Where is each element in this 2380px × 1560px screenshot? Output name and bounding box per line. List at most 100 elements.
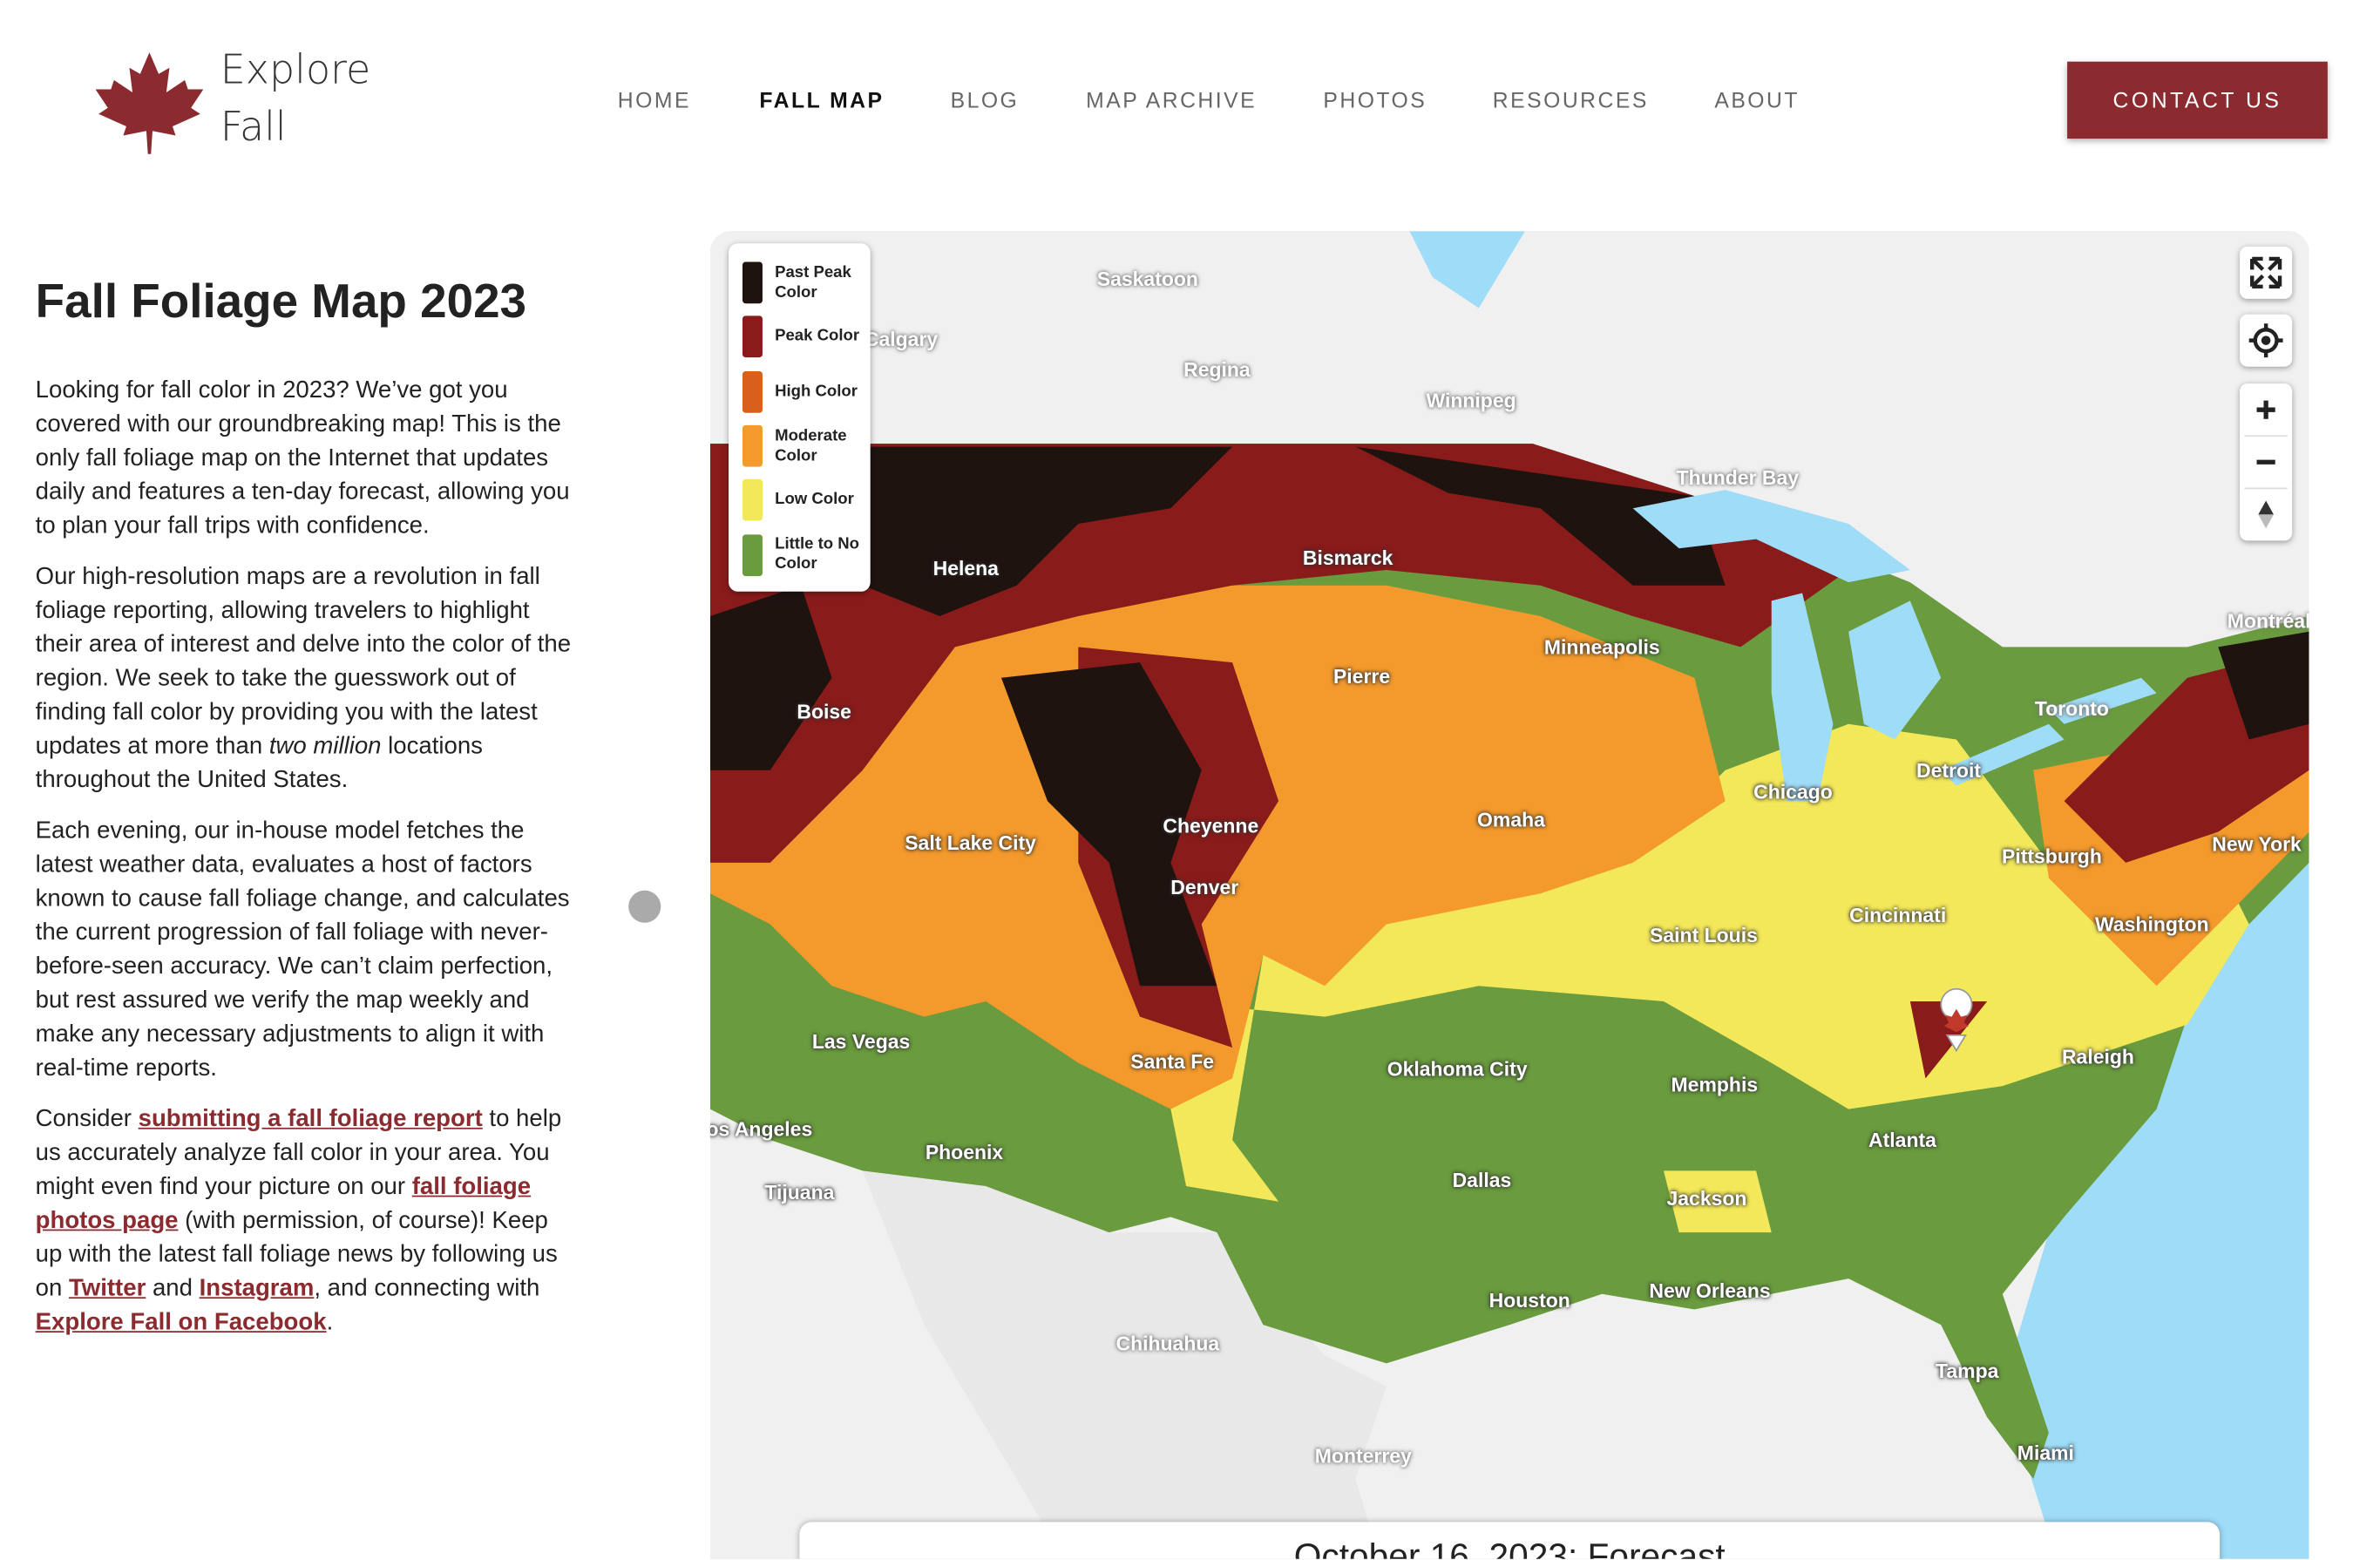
city-label: New York bbox=[2212, 832, 2302, 856]
slider-handle[interactable] bbox=[628, 890, 661, 923]
logo-text[interactable]: Explore Fall bbox=[220, 47, 371, 152]
city-label: Phoenix bbox=[925, 1140, 1004, 1164]
map-base bbox=[709, 231, 2309, 1559]
legend-label: Little to No Color bbox=[775, 534, 860, 573]
city-label: Tampa bbox=[1936, 1359, 1999, 1383]
legend-label: Past Peak Color bbox=[775, 262, 851, 302]
legend-swatch bbox=[742, 533, 763, 576]
legend-label: Low Color bbox=[775, 490, 854, 509]
city-label: Toronto bbox=[2034, 696, 2109, 721]
city-label: Winnipeg bbox=[1426, 389, 1516, 412]
city-label: Oklahoma City bbox=[1387, 1057, 1528, 1081]
location-pin[interactable] bbox=[1940, 987, 1973, 1053]
city-label: Cheyenne bbox=[1163, 814, 1259, 838]
compass-north[interactable] bbox=[2258, 500, 2274, 515]
mexico bbox=[862, 1170, 1387, 1559]
legend-label: Moderate Color bbox=[775, 425, 847, 465]
city-label: Raleigh bbox=[2061, 1045, 2134, 1068]
link[interactable]: submitting a fall foliage report bbox=[138, 1106, 483, 1133]
city-label: Houston bbox=[1488, 1288, 1570, 1312]
paragraph: Consider submitting a fall foliage repor… bbox=[36, 1103, 575, 1340]
fullscreen-button[interactable] bbox=[2240, 246, 2293, 299]
contact-button[interactable]: CONTACT US bbox=[2067, 61, 2328, 139]
city-label: Salt Lake City bbox=[905, 831, 1036, 855]
locate-button[interactable] bbox=[2240, 314, 2293, 367]
locate-icon bbox=[2248, 323, 2283, 358]
city-label: Tijuana bbox=[764, 1180, 835, 1204]
city-label: Helena bbox=[932, 556, 999, 580]
city-label: Santa Fe bbox=[1130, 1049, 1215, 1074]
compass-south bbox=[2258, 514, 2274, 529]
city-label: Monterrey bbox=[1314, 1444, 1412, 1468]
zoom-icons bbox=[2244, 400, 2288, 529]
legend-label: High Color bbox=[775, 381, 858, 401]
fullscreen-icon bbox=[2250, 256, 2282, 288]
city-label: Chihuahua bbox=[1115, 1332, 1220, 1355]
paragraph: Our high-resolution maps are a revolutio… bbox=[36, 560, 575, 797]
city-label: Cincinnati bbox=[1849, 903, 1947, 927]
legend-swatch bbox=[742, 479, 763, 522]
legend-swatch bbox=[742, 370, 763, 413]
article-title: Fall Foliage Map 2023 bbox=[35, 274, 527, 329]
city-label: Denver bbox=[1170, 875, 1239, 899]
city-label: Dallas bbox=[1452, 1168, 1512, 1192]
nav-link[interactable]: BLOG bbox=[950, 87, 1020, 113]
emphasis: two million bbox=[268, 733, 382, 760]
logo-leaf[interactable] bbox=[92, 50, 207, 158]
foliage-map[interactable]: Saskatoon Calgary Regina Winnipeg Thunde… bbox=[709, 231, 2309, 1559]
city-label: Pittsburgh bbox=[2001, 844, 2102, 869]
legend-swatch bbox=[742, 261, 763, 304]
nav-link[interactable]: FALL MAP bbox=[759, 87, 885, 113]
zoom-controls bbox=[2240, 383, 2293, 541]
text: and bbox=[146, 1275, 200, 1302]
forecast-card: October 16, 2023: Forecast bbox=[799, 1522, 2221, 1559]
city-label: Memphis bbox=[1671, 1073, 1759, 1096]
city-label: Atlanta bbox=[1868, 1128, 1936, 1152]
city-label: Chicago bbox=[1753, 780, 1833, 804]
city-label: Washington bbox=[2095, 912, 2209, 936]
forecast-title: October 16, 2023: Forecast bbox=[1293, 1536, 1726, 1559]
text: locations throughout the United States. bbox=[35, 733, 483, 794]
legend-swatch bbox=[742, 424, 763, 467]
legend-item: Past Peak Color bbox=[729, 255, 871, 309]
pin-leaf bbox=[1943, 1008, 1969, 1033]
link[interactable]: fall foliage photos page bbox=[35, 1173, 532, 1234]
us-past-peak bbox=[709, 446, 2309, 987]
city-label: Regina bbox=[1183, 357, 1251, 382]
great-lakes bbox=[1632, 490, 2157, 802]
city-label: Montréal bbox=[2227, 609, 2309, 633]
city-label: Las Vegas bbox=[811, 1029, 911, 1054]
article-body: Looking for fall color in 2023? We’ve go… bbox=[36, 375, 575, 1358]
link[interactable]: Instagram bbox=[199, 1275, 315, 1302]
city-label: Calgary bbox=[864, 327, 939, 351]
text: , and connecting with bbox=[314, 1275, 540, 1302]
city-label: Detroit bbox=[1916, 758, 1982, 783]
text: Looking for fall color in 2023? We’ve go… bbox=[35, 377, 570, 539]
zoom-in[interactable] bbox=[2256, 400, 2275, 419]
nav-link[interactable]: RESOURCES bbox=[1492, 87, 1649, 113]
link[interactable]: Explore Fall on Facebook bbox=[35, 1309, 327, 1336]
paragraph: Each evening, our in-house model fetches… bbox=[36, 815, 575, 1086]
link[interactable]: Twitter bbox=[68, 1275, 146, 1302]
city-label: Omaha bbox=[1477, 808, 1545, 831]
paragraph: Looking for fall color in 2023? We’ve go… bbox=[36, 375, 575, 544]
text: Our high-resolution maps are a revolutio… bbox=[35, 563, 572, 760]
nav-link[interactable]: ABOUT bbox=[1714, 87, 1800, 113]
text: Each evening, our in-house model fetches… bbox=[35, 817, 570, 1082]
nav-link[interactable]: MAP ARCHIVE bbox=[1086, 87, 1258, 113]
city-label: Thunder Bay bbox=[1676, 465, 1800, 490]
city-label: Bismarck bbox=[1302, 546, 1393, 570]
nav-link[interactable]: PHOTOS bbox=[1323, 87, 1427, 113]
nav-link[interactable]: HOME bbox=[617, 87, 691, 113]
us-low-color bbox=[1170, 723, 2249, 1233]
legend-item: High Color bbox=[729, 364, 871, 418]
us-peak-color bbox=[709, 444, 2309, 1079]
leaf-shape bbox=[95, 52, 204, 154]
city-label: Los Angeles bbox=[710, 1117, 813, 1141]
text: . bbox=[326, 1309, 334, 1336]
map-legend: Past Peak Color Peak Color High Color Mo… bbox=[729, 243, 871, 592]
city-label: New Orleans bbox=[1649, 1279, 1771, 1303]
city-label: Pierre bbox=[1332, 664, 1391, 688]
city-label: Saint Louis bbox=[1650, 923, 1758, 947]
